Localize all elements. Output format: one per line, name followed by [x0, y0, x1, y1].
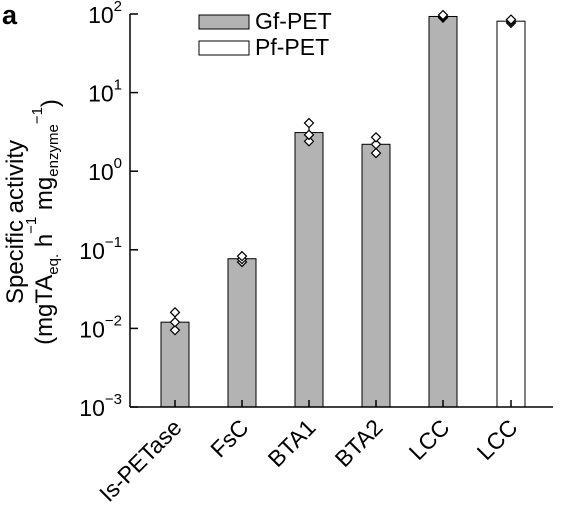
error-bars: [172, 14, 514, 333]
y-tick-label: 101: [88, 77, 122, 107]
legend-label-pf-pet: Pf-PET: [255, 34, 329, 60]
y-tick-label: 10−1: [79, 234, 122, 264]
y-tick-exponent: 0: [114, 155, 122, 172]
y-tick-label: 10−2: [79, 312, 122, 342]
y-tick-exponent: 1: [114, 77, 122, 94]
y-tick-base: 10: [79, 316, 105, 342]
bar-fsc-gf-pet: [227, 258, 257, 408]
x-tick-label: BTA1: [263, 414, 321, 472]
y-tick-base: 10: [79, 395, 105, 421]
panel-label: a: [2, 0, 18, 30]
y-axis-title-line1: Specific activity: [2, 140, 29, 304]
bar-bta2-gf-pet: [361, 143, 391, 408]
y-tick-exponent: −3: [105, 391, 122, 408]
x-tick-label: BTA2: [330, 414, 388, 472]
y-axis-title-part: mg: [31, 177, 58, 217]
data-point-diamond: [370, 147, 382, 159]
data-point-diamond: [169, 324, 181, 336]
y-axis-title-line2: (mgTAeq. h−1 mgenzyme−1): [23, 99, 64, 345]
y-tick-label: 102: [88, 0, 122, 28]
y-tick-exponent: −2: [105, 312, 122, 329]
legend-label-gf-pet: Gf-PET: [255, 8, 332, 34]
data-point-diamond: [370, 138, 382, 150]
data-point-diamond: [370, 131, 382, 143]
legend-swatch-gf-pet: [198, 14, 250, 30]
y-axis-title: Specific activity (mgTAeq. h−1 mgenzyme−…: [2, 99, 64, 345]
y-axis-title-part: −1: [23, 217, 40, 234]
y-axis-title-part: enzyme: [45, 124, 62, 177]
data-point-diamond: [303, 129, 315, 141]
bar-lcc-gf-pet: [428, 15, 458, 408]
y-tick-base: 10: [88, 81, 114, 107]
data-points: [169, 9, 517, 336]
y-tick-label: 10−3: [79, 391, 122, 421]
y-axis-title-part: −1: [29, 107, 46, 124]
y-tick-exponent: −1: [105, 234, 122, 251]
data-point-diamond: [303, 117, 315, 129]
bar-lcc-pf-pet: [496, 20, 526, 408]
data-point-diamond: [437, 9, 449, 21]
y-axis-title-part: h: [31, 234, 58, 254]
x-tick-label: LCC: [404, 414, 455, 465]
y-axis-title-part: ): [37, 99, 64, 107]
data-point-diamond: [169, 307, 181, 318]
data-point-diamond: [236, 250, 248, 262]
y-tick-label: 100: [88, 155, 122, 185]
y-tick-base: 10: [79, 238, 105, 264]
x-tick-label: Is-PETase: [94, 414, 187, 507]
x-axis-ticks: Is-PETase FsC BTA1 BTA2 LCC LCC: [94, 400, 523, 507]
data-point-diamond: [169, 316, 181, 328]
bar-bta1-gf-pet: [294, 132, 324, 408]
data-point-diamond: [303, 135, 315, 147]
data-point-diamond: [505, 14, 517, 25]
x-tick-label: LCC: [472, 414, 523, 465]
y-axis-title-part: (mgTA: [31, 275, 58, 345]
y-tick-base: 10: [88, 159, 114, 185]
bars: [160, 15, 526, 408]
y-tick-exponent: 2: [114, 0, 122, 15]
y-tick-base: 10: [88, 2, 114, 28]
legend-swatch-pf-pet: [198, 40, 250, 56]
x-tick-label: FsC: [205, 414, 253, 462]
y-axis-title-part: eq.: [45, 254, 62, 275]
